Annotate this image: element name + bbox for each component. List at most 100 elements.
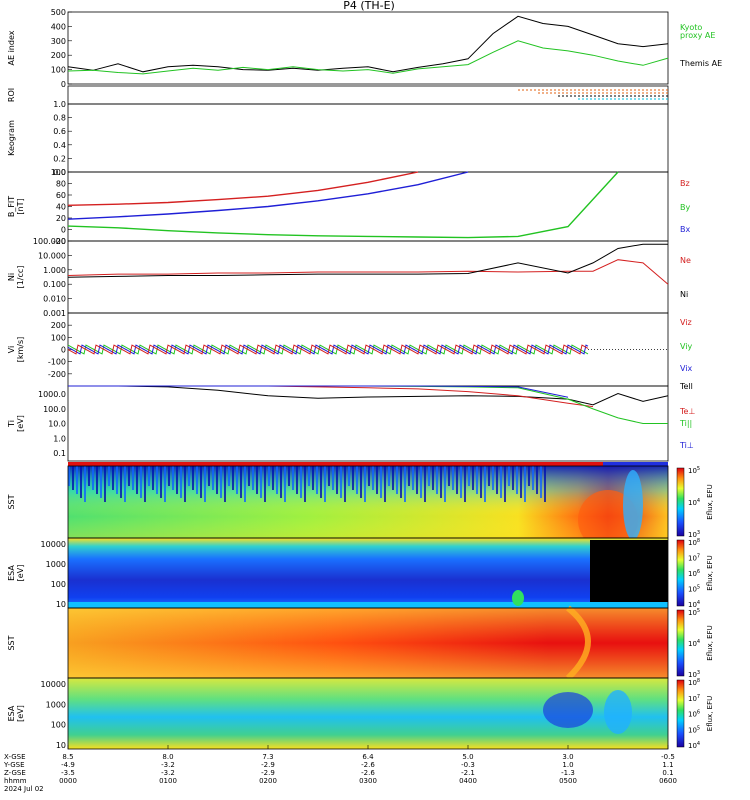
panel-frame-keo [67,103,669,173]
x-tick-label: 5.0 [462,753,473,761]
panel-ylabel-sst1: SST [7,494,16,509]
colorbar-tick: 104 [688,639,700,648]
sst-ion-streak [412,466,414,490]
b-series-line [67,171,469,220]
legend-b: Bz [680,179,690,188]
sst-ion-streak [512,466,514,490]
sst-ion-streak [196,466,198,494]
colorbar-tick: 106 [688,710,700,719]
sst-ion-streak [156,466,158,494]
x-tick-label: -2.6 [361,769,375,777]
sst-ion-streak [516,466,518,494]
colorbar-tick: 103 [688,670,700,679]
y-tick-label: 100 [51,721,66,730]
sst-ion-streak [480,466,482,498]
panels: 01002003004005000.00.20.40.60.81.0-20020… [7,8,722,750]
sst-ion-streak [120,466,122,498]
sst-ion-streak [524,466,526,502]
x-tick-label: 0.1 [662,769,673,777]
sst-ion-streak [252,466,254,490]
sst-ion-streak [268,466,270,486]
sst-ion-streak [232,466,234,490]
x-tick-label: 0400 [459,777,477,785]
sst-ion-streak [208,466,210,486]
legend-ti: Tell [679,382,693,391]
sst-ion-streak [188,466,190,486]
sst-ion-streak [304,466,306,502]
colorbar-tick: 105 [688,725,700,734]
x-tick-label: -0.3 [461,761,475,769]
sst-ion-streak [404,466,406,502]
sst-ion-streak [508,466,510,486]
sst-ion-streak [160,466,162,498]
x-tick-label: 0300 [359,777,377,785]
x-row-label: hhmm [4,777,27,785]
sst-ion-streak [280,466,282,498]
sst-ion-streak [448,466,450,486]
y-tick-label: 200 [51,51,66,60]
x-tick-label: 1.1 [662,761,673,769]
y-tick-label: -100 [48,358,66,367]
esa-ion-patch [512,590,524,606]
sst-elec-arc [565,605,591,681]
sst-ion-streak [184,466,186,502]
y-tick-label: 0.1 [53,449,66,458]
y-tick-label: 100 [51,66,66,75]
esa-elec-low [543,692,593,728]
x-tick-label: -3.2 [161,761,175,769]
x-tick-label: -1.3 [561,769,575,777]
x-tick-label: -4.9 [61,761,75,769]
sst-ion-streak [112,466,114,490]
sst-ion-streak [96,466,98,494]
colorbar-label: Eflux, EFU [706,696,714,731]
x-tick-label: 7.3 [262,753,273,761]
panel-ylabel-ti: Ti [7,420,16,428]
y-tick-label: 10000 [41,540,66,549]
panel-ylabel-ti: [eV] [16,415,25,432]
y-tick-label: 1.0 [53,434,66,443]
panel-frame-ni [67,240,669,314]
y-tick-label: 1000 [46,560,66,569]
y-tick-label: 0 [61,346,66,355]
sst-ion-streak [236,466,238,494]
colorbar [676,609,685,677]
sst-ion-streak [128,466,130,486]
coverage-bar [68,462,603,466]
legend-ae: Themis AE [679,59,722,68]
b-series-line [67,171,419,206]
legend-vi: Viy [680,342,693,351]
y-tick-label: 0.010 [43,295,66,304]
colorbar-label: Eflux, EFU [706,555,714,590]
sst-ion-streak [100,466,102,498]
sst-ion-streak [452,466,454,490]
y-tick-label: 100 [51,580,66,589]
x-tick-label: 0600 [659,777,677,785]
ni-series-line [67,259,669,285]
legend-ti: Te⊥ [679,407,695,416]
y-tick-label: 0 [61,80,66,89]
panel-ylabel-ni: [1/cc] [16,266,25,289]
x-tick-label: -2.6 [361,761,375,769]
sst-ion-streak [536,466,538,494]
colorbar-tick: 105 [688,608,700,617]
sst-ion-streak [172,466,174,490]
sst-ion-streak [528,466,530,486]
y-tick-label: 100.0 [43,405,66,414]
sst-ion-streak [428,466,430,486]
x-row-label: 2024 Jul 02 [4,785,44,793]
legend-ti: Ti|| [679,419,692,428]
y-tick-label: 0.2 [53,154,66,163]
esa-ion-low-band [68,602,668,608]
sst-ion-streak [320,466,322,498]
ae-series-line [67,40,669,75]
sst-ion-streak [540,466,542,498]
sst-ion-streak [228,466,230,486]
y-tick-label: 10.0 [48,420,66,429]
sst-ion-streak [456,466,458,494]
x-tick-label: -3.5 [61,769,75,777]
sst-ion-streak [240,466,242,498]
sst-ion-streak [344,466,346,502]
colorbar-label: Eflux, EFU [706,625,714,660]
sst-ion-streak [424,466,426,502]
esa-elec-low2 [604,690,632,734]
